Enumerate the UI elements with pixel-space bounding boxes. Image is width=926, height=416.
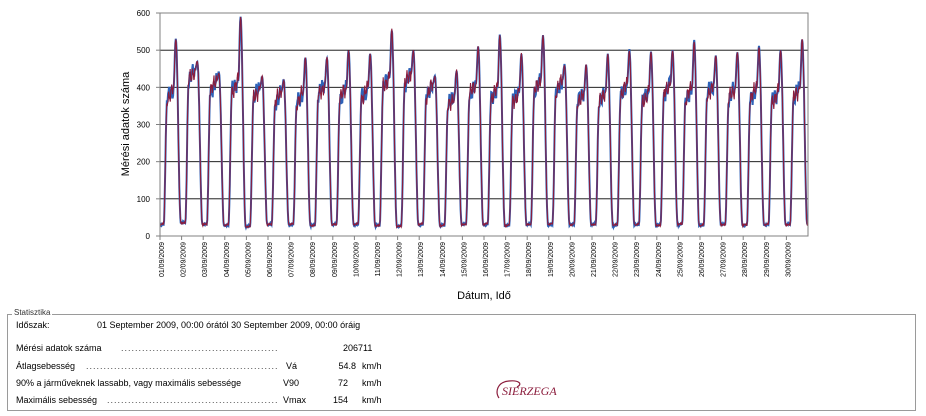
v90-value: 72 — [337, 378, 348, 388]
v90-symbol: V90 — [283, 378, 300, 388]
x-tick-label: 04/09/2009 — [224, 242, 231, 277]
x-tick-label: 10/09/2009 — [353, 242, 360, 277]
y-tick-label: 300 — [137, 121, 151, 130]
sierzega-logo-text: SIERZEGA — [502, 384, 557, 398]
x-tick-label: 21/09/2009 — [591, 242, 598, 277]
period-label: Időszak: — [16, 320, 50, 330]
x-tick-label: 26/09/2009 — [699, 242, 706, 277]
y-tick-label: 500 — [137, 46, 151, 55]
v90-label: 90% a járműveknek lassabb, vagy maximáli… — [16, 378, 242, 388]
avg-leader-dots: ........................................… — [86, 361, 277, 371]
x-tick-label: 19/09/2009 — [548, 242, 555, 277]
y-tick-label: 0 — [146, 232, 151, 241]
max-value: 154 — [332, 395, 348, 405]
y-axis-label: Mérési adatok száma — [120, 71, 132, 176]
count-value: 206711 — [343, 343, 373, 353]
x-tick-label: 07/09/2009 — [289, 242, 296, 277]
sierzega-logo: SIERZEGA — [496, 380, 557, 399]
x-tick-label: 02/09/2009 — [181, 242, 188, 277]
x-tick-label: 12/09/2009 — [397, 242, 404, 277]
x-tick-label: 18/09/2009 — [526, 242, 533, 277]
x-tick-label: 09/09/2009 — [332, 242, 339, 277]
x-axis-label: Dátum, Idő — [457, 290, 511, 302]
x-tick-label: 13/09/2009 — [418, 242, 425, 277]
period-value: 01 September 2009, 00:00 órától 30 Septe… — [97, 320, 361, 330]
statistics-legend: Statisztika — [12, 308, 53, 317]
x-tick-label: 27/09/2009 — [721, 242, 728, 277]
series-line-1 — [159, 16, 809, 231]
chart: 0 100 200 300 400 500 600 01/09/2009 02/09/2009… — [120, 9, 809, 302]
y-tick-label: 200 — [137, 158, 151, 167]
x-tick-label: 06/09/2009 — [267, 242, 274, 277]
x-tick-label: 22/09/2009 — [613, 242, 620, 277]
series-line-2 — [159, 16, 809, 229]
x-tick-label: 14/09/2009 — [440, 242, 447, 277]
x-tick-label: 25/09/2009 — [677, 242, 684, 277]
x-tick-label: 03/09/2009 — [202, 242, 209, 277]
x-tick-label: 11/09/2009 — [375, 242, 382, 277]
y-ticks: 0 100 200 300 400 500 600 — [137, 9, 160, 241]
y-tick-label: 600 — [137, 9, 151, 18]
series-lines — [159, 16, 809, 231]
x-tick-label: 23/09/2009 — [634, 242, 641, 277]
x-tick-label: 08/09/2009 — [310, 242, 317, 277]
max-unit: km/h — [362, 395, 382, 405]
x-tick-label: 30/09/2009 — [785, 242, 792, 277]
count-leader-dots: ........................................… — [121, 343, 277, 353]
x-tick-label: 16/09/2009 — [483, 242, 490, 277]
v90-unit: km/h — [362, 378, 382, 388]
x-tick-label: 28/09/2009 — [742, 242, 749, 277]
x-tick-label: 15/09/2009 — [461, 242, 468, 277]
avg-unit: km/h — [362, 361, 382, 371]
avg-value: 54.8 — [338, 361, 356, 371]
x-tick-label: 20/09/2009 — [569, 242, 576, 277]
statistics-panel — [7, 314, 916, 411]
max-leader-dots: ........................................… — [107, 395, 277, 405]
gridlines — [160, 49, 808, 200]
x-tick-label: 24/09/2009 — [656, 242, 663, 277]
avg-symbol: Vá — [286, 361, 298, 371]
y-tick-label: 400 — [137, 83, 151, 92]
avg-label: Átlagsebesség — [16, 361, 76, 371]
count-label: Mérési adatok száma — [16, 343, 102, 353]
y-tick-label: 100 — [137, 195, 151, 204]
max-label: Maximális sebesség — [16, 395, 98, 405]
max-symbol: Vmax — [283, 395, 307, 405]
x-tick-label: 01/09/2009 — [159, 242, 166, 277]
x-tick-label: 05/09/2009 — [245, 242, 252, 277]
x-ticks: 01/09/2009 02/09/2009 03/09/2009 04/09/2009… — [159, 236, 792, 277]
x-tick-label: 29/09/2009 — [764, 242, 771, 277]
x-tick-label: 17/09/2009 — [505, 242, 512, 277]
